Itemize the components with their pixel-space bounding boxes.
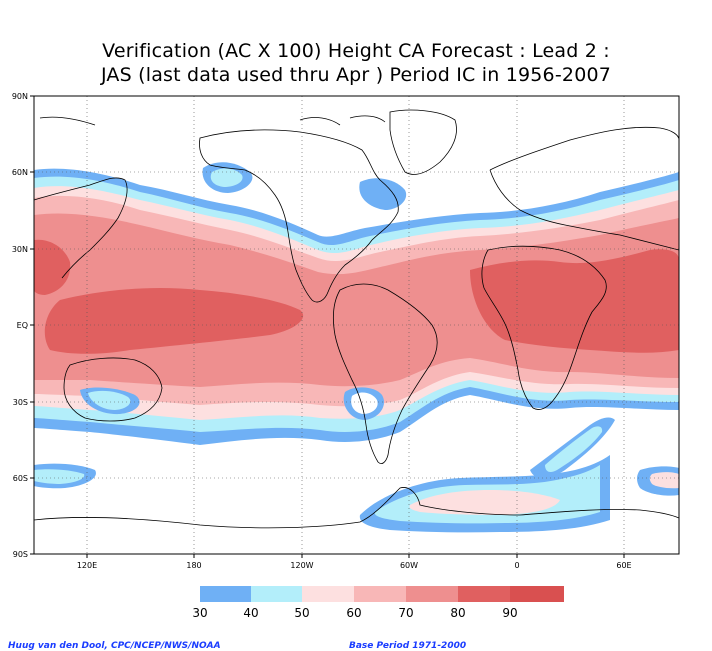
- lon-label-180: 180: [186, 561, 201, 570]
- coast-australia: [63, 357, 163, 422]
- shade-40-patch-sw: [34, 469, 85, 484]
- shade-80-band: [34, 213, 679, 387]
- coast-antarctica: [34, 487, 679, 529]
- shade-60-antarctic: [409, 490, 560, 515]
- legend-swatch-30-40: [251, 586, 302, 602]
- shade-60-patch-se: [649, 472, 679, 489]
- shade-30-patch-hudson: [359, 178, 407, 210]
- lon-label-120w: 120W: [290, 561, 313, 570]
- coast-eurasia: [34, 126, 679, 279]
- title-line-1: Verification (AC X 100) Height CA Foreca…: [102, 40, 610, 62]
- legend-swatch-50-60: [302, 586, 354, 602]
- credit-text: Huug van den Dool, CPC/NCEP/NWS/NOAA: [8, 641, 221, 651]
- shade-40-patch-austral: [88, 390, 131, 410]
- shade-40-patch-pacific-n: [210, 168, 243, 187]
- color-legend: 30 40 50 60 70 80 90: [192, 586, 564, 620]
- legend-label-70: 70: [398, 606, 413, 620]
- lat-label-30s: 30S: [13, 398, 28, 407]
- lat-labels: 90N 60N 30N EQ 30S 60S 90S: [12, 92, 28, 559]
- legend-swatch-70-80: [406, 586, 458, 602]
- shading-layer: [34, 162, 679, 533]
- lat-label-60n: 60N: [12, 168, 28, 177]
- lon-label-60e: 60E: [616, 561, 631, 570]
- lat-label-eq: EQ: [17, 321, 28, 330]
- map-area: [34, 96, 679, 554]
- lon-label-60w: 60W: [400, 561, 418, 570]
- gridlines: [34, 96, 679, 554]
- shade-white-hole-southatl: [351, 392, 378, 414]
- legend-swatch-80-90: [458, 586, 510, 602]
- lon-label-120e: 120E: [77, 561, 97, 570]
- coast-arctic-islands: [39, 115, 386, 126]
- legend-label-30: 30: [192, 606, 207, 620]
- legend-label-40: 40: [243, 606, 258, 620]
- title-line-2: JAS (last data used thru Apr ) Period IC…: [100, 64, 612, 86]
- lon-labels: 120E 180 120W 60W 0 60E: [77, 561, 632, 570]
- coastlines: [34, 109, 679, 529]
- tick-marks: [30, 95, 625, 558]
- legend-label-90: 90: [502, 606, 517, 620]
- shade-90-patch-west: [34, 239, 71, 295]
- shade-40-streak-se: [545, 426, 603, 473]
- legend-label-50: 50: [294, 606, 309, 620]
- lat-label-90s: 90S: [13, 550, 28, 559]
- coast-south-america: [333, 283, 438, 464]
- legend-swatch-60-70: [354, 586, 406, 602]
- lat-label-30n: 30N: [12, 245, 28, 254]
- legend-label-60: 60: [346, 606, 361, 620]
- shade-90-patch-tropics: [44, 288, 304, 354]
- lon-label-0: 0: [514, 561, 519, 570]
- legend-swatch-lt30: [200, 586, 251, 602]
- shade-90-patch-atlantic: [470, 249, 679, 353]
- coast-greenland: [389, 109, 457, 175]
- legend-swatch-gt90: [510, 586, 564, 602]
- coast-africa: [481, 245, 607, 410]
- lat-label-60s: 60S: [13, 474, 28, 483]
- base-period-text: Base Period 1971-2000: [349, 641, 467, 651]
- lat-label-90n: 90N: [12, 92, 28, 101]
- coast-north-america: [199, 129, 399, 303]
- legend-label-80: 80: [450, 606, 465, 620]
